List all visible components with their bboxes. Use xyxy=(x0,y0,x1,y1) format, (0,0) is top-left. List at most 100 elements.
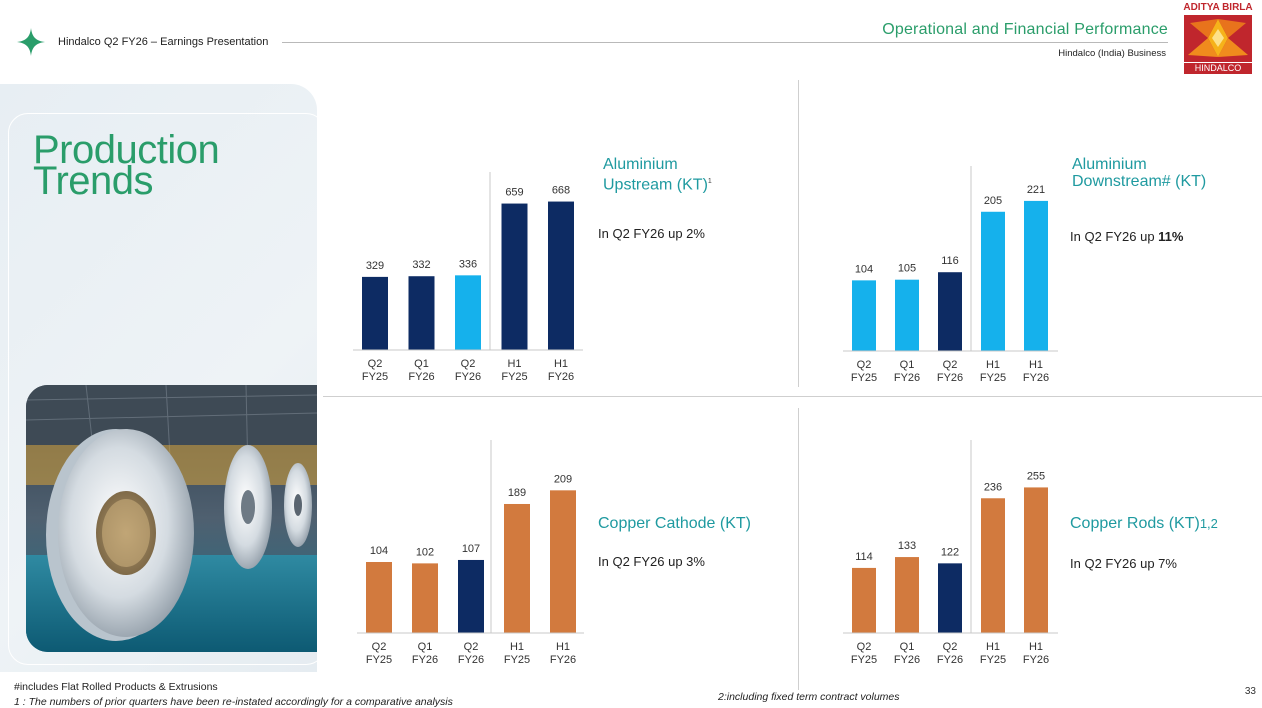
downstream-value-label-3: 116 xyxy=(941,255,959,267)
rods-category-label-4: H1 FY25 xyxy=(980,641,1006,666)
upstream-category-label-4: H1 FY25 xyxy=(501,358,527,383)
cathode-title-text: Copper Cathode (KT) xyxy=(598,515,751,532)
upstream-title-line2: Upstream (KT)1 xyxy=(603,173,712,193)
downstream-title-line2: Downstream# (KT) xyxy=(1072,173,1207,190)
footnote-hash: #includes Flat Rolled Products & Extrusi… xyxy=(14,681,218,693)
upstream-chart: 329 Q2 FY25 332 Q1 FY26 336 Q2 FY26 659 H1 FY25 668 H… xyxy=(353,172,583,383)
upstream-category-label-1: Q2 FY25 xyxy=(362,358,388,383)
rods-bar-1 xyxy=(852,567,876,633)
upstream-bar-5 xyxy=(548,201,574,350)
page-title: Production Trends xyxy=(33,128,220,203)
rods-bar-2 xyxy=(895,557,919,633)
upstream-category-label-5: H1 FY26 xyxy=(548,358,574,383)
downstream-category-label-3: Q2 FY26 xyxy=(937,359,963,384)
cathode-value-label-2: 102 xyxy=(416,546,434,558)
rods-value-label-1: 114 xyxy=(855,551,873,563)
rods-note: In Q2 FY26 up 7% xyxy=(1070,556,1177,571)
upstream-value-label-5: 668 xyxy=(552,185,570,197)
aluminium-coils-photo xyxy=(26,385,317,652)
upstream-bar-3 xyxy=(455,275,481,350)
downstream-category-label-1: Q2 FY25 xyxy=(851,359,877,384)
vertical-divider-bottom xyxy=(798,408,799,690)
rods-chart: 114 Q2 FY25 133 Q1 FY26 122 Q2 FY26 236 H1 FY25 255 H… xyxy=(843,440,1058,666)
upstream-category-label-3: Q2 FY26 xyxy=(455,358,481,383)
rods-value-label-3: 122 xyxy=(941,546,959,558)
downstream-bar-3 xyxy=(938,272,962,351)
downstream-value-label-4: 205 xyxy=(984,195,1002,207)
cathode-category-label-4: H1 FY25 xyxy=(504,641,530,666)
upstream-note: In Q2 FY26 up 2% xyxy=(598,226,705,241)
upstream-title-sup: 1 xyxy=(707,178,712,185)
vertical-divider-top xyxy=(798,80,799,387)
cathode-bar-3 xyxy=(458,559,484,633)
hindalco-logo: ADITYA BIRLA HINDALCO xyxy=(1183,2,1253,74)
downstream-chart-title: Aluminium Downstream# (KT) xyxy=(1072,156,1206,190)
page-title-line1: Production xyxy=(33,128,220,172)
cathode-bar-4 xyxy=(504,503,530,633)
downstream-bar-2 xyxy=(895,279,919,351)
downstream-category-label-4: H1 FY25 xyxy=(980,359,1006,384)
upstream-value-label-1: 329 xyxy=(366,260,384,272)
downstream-value-label-1: 104 xyxy=(855,263,873,275)
upstream-title-text: Upstream (KT) xyxy=(603,176,708,194)
header-divider xyxy=(282,42,1168,43)
upstream-value-label-3: 336 xyxy=(459,258,477,270)
upstream-value-label-2: 332 xyxy=(412,259,430,271)
rods-bar-4 xyxy=(981,498,1005,633)
upstream-chart-title: Aluminium Upstream (KT)1 xyxy=(603,156,712,193)
downstream-note-value: 11% xyxy=(1158,229,1184,244)
cathode-category-label-3: Q2 FY26 xyxy=(458,641,484,666)
cathode-note: In Q2 FY26 up 3% xyxy=(598,554,705,569)
cathode-category-label-1: Q2 FY25 xyxy=(366,641,392,666)
upstream-value-label-4: 659 xyxy=(505,187,523,199)
downstream-value-label-5: 221 xyxy=(1027,184,1045,196)
rods-category-label-3: Q2 FY26 xyxy=(937,641,963,666)
rods-value-label-2: 133 xyxy=(898,540,916,552)
rods-value-label-4: 236 xyxy=(984,481,1002,493)
cathode-value-label-5: 209 xyxy=(554,473,572,485)
logo-emblem: HINDALCO xyxy=(1184,15,1252,74)
downstream-category-label-2: Q1 FY26 xyxy=(894,359,920,384)
cathode-value-label-3: 107 xyxy=(462,543,480,555)
cathode-bar-5 xyxy=(550,490,576,633)
sunburst-icon xyxy=(1184,15,1252,62)
downstream-note: In Q2 FY26 up 11% xyxy=(1070,229,1183,244)
rods-chart-title: Copper Rods (KT)1,2 xyxy=(1070,515,1218,532)
downstream-category-label-5: H1 FY26 xyxy=(1023,359,1049,384)
cathode-bar-2 xyxy=(412,563,438,633)
page-number: 33 xyxy=(1244,686,1256,697)
upstream-category-label-2: Q1 FY26 xyxy=(408,358,434,383)
horizontal-divider xyxy=(323,396,1262,397)
upstream-bar-4 xyxy=(501,203,528,350)
rods-title-text: Copper Rods (KT) xyxy=(1070,515,1200,532)
star-icon xyxy=(17,28,45,56)
rods-category-label-2: Q1 FY26 xyxy=(894,641,920,666)
upstream-bar-1 xyxy=(362,276,388,350)
rods-category-label-5: H1 FY26 xyxy=(1023,641,1049,666)
cathode-value-label-1: 104 xyxy=(370,545,388,557)
cathode-bar-1 xyxy=(366,562,392,633)
cathode-category-label-2: Q1 FY26 xyxy=(412,641,438,666)
logo-bottom-text: HINDALCO xyxy=(1184,62,1252,74)
downstream-title-line1: Aluminium xyxy=(1072,156,1147,173)
rods-value-label-5: 255 xyxy=(1027,470,1045,482)
cathode-chart-title: Copper Cathode (KT) xyxy=(598,515,751,532)
downstream-value-label-2: 105 xyxy=(898,263,916,275)
left-card-outline xyxy=(8,113,326,665)
section-subtitle: Hindalco (India) Business xyxy=(1058,48,1166,59)
rods-category-label-1: Q2 FY25 xyxy=(851,641,877,666)
downstream-bar-1 xyxy=(852,280,876,351)
cathode-chart: 104 Q2 FY25 102 Q1 FY26 107 Q2 FY26 189 H1 FY25 209 H… xyxy=(357,440,584,666)
downstream-chart: 104 Q2 FY25 105 Q1 FY26 116 Q2 FY26 205 H1 FY25 221 H… xyxy=(843,166,1058,384)
footnote-1: 1 : The numbers of prior quarters have b… xyxy=(14,696,453,708)
rods-title-sup: 1,2 xyxy=(1199,516,1218,531)
downstream-bar-5 xyxy=(1024,200,1048,351)
logo-top-text: ADITYA BIRLA xyxy=(1183,2,1253,13)
page-title-line2: Trends xyxy=(33,159,154,203)
deck-title: Hindalco Q2 FY26 – Earnings Presentation xyxy=(58,36,269,48)
footnote-2: 2:including fixed term contract volumes xyxy=(718,691,900,703)
upstream-title-line1: Aluminium xyxy=(603,156,678,173)
section-title: Operational and Financial Performance xyxy=(882,21,1168,38)
upstream-bar-2 xyxy=(408,276,435,350)
cathode-category-label-5: H1 FY26 xyxy=(550,641,576,666)
